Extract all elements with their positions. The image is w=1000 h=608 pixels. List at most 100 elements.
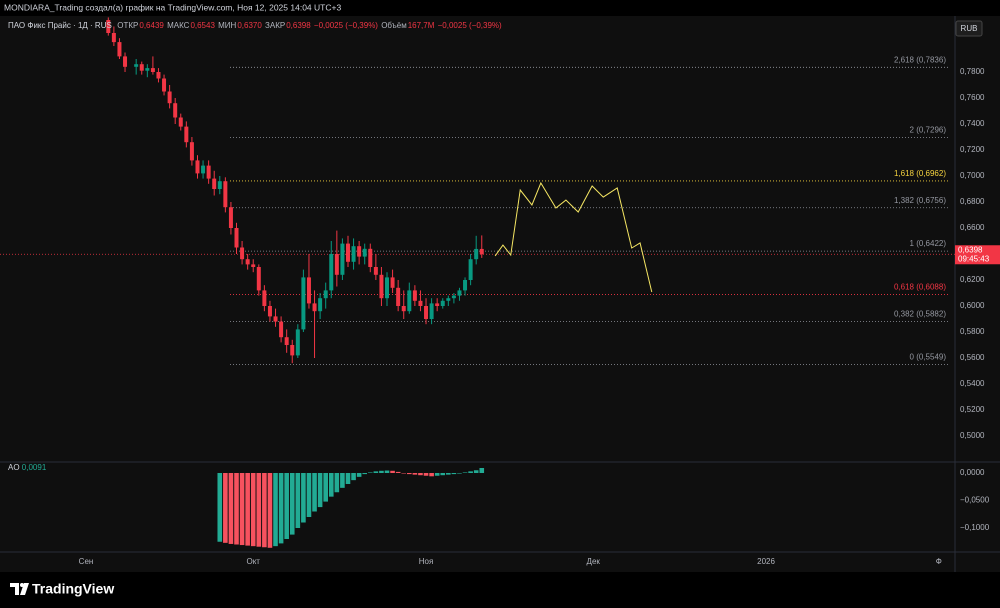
candle-body — [106, 20, 111, 33]
y-tick-label: 0,7200 — [960, 145, 985, 154]
candle-body — [273, 316, 278, 322]
candle-body — [474, 248, 479, 260]
ao-bar — [267, 473, 273, 548]
ao-bar — [278, 473, 284, 544]
attribution: MONDIARA_Trading создал(а) график на Tra… — [4, 2, 341, 12]
logo-dot — [20, 583, 24, 587]
candle-body — [351, 246, 356, 262]
ao-bar — [295, 473, 301, 528]
ao-bar — [473, 470, 479, 473]
fib-label: 0,618 (0,6088) — [894, 283, 946, 292]
ao-bar — [429, 473, 434, 477]
x-tick-label: Окт — [246, 557, 260, 566]
ao-bar — [301, 473, 306, 523]
ao-bar — [479, 467, 485, 473]
legend-name: МАКС — [167, 21, 190, 30]
symbol-title: ПАО Фикс Прайс · 1Д · RUS — [8, 21, 112, 30]
ao-bar — [401, 473, 407, 474]
last-price-box — [955, 245, 1000, 265]
x-tick-label: 2026 — [757, 557, 775, 566]
volume-change: −0,0025 (−0,39%) — [437, 21, 502, 30]
candle-body — [212, 178, 217, 189]
candle-body — [134, 64, 139, 67]
candle-body — [357, 246, 362, 257]
candle-body — [368, 248, 373, 267]
legend-name: ЗАКР — [265, 21, 286, 30]
candle-body — [173, 103, 178, 118]
candle-body — [340, 243, 345, 275]
candle-body — [167, 91, 172, 104]
candle-body — [150, 68, 155, 72]
ao-bar — [340, 473, 345, 488]
x-tick-label: Ноя — [419, 557, 434, 566]
candle-body — [396, 287, 401, 306]
y-tick-label: 0,7400 — [960, 119, 985, 128]
candle-body — [362, 248, 367, 257]
candle-body — [145, 68, 150, 71]
y-tick-label: 0,5200 — [960, 405, 985, 414]
y-tick-label: 0,6800 — [960, 197, 985, 206]
ao-bar — [262, 473, 267, 548]
ao-bar — [462, 472, 468, 473]
fib-label: 2,618 (0,7836) — [894, 55, 946, 64]
y-tick-label: 0,6600 — [960, 223, 985, 232]
ao-bar — [407, 473, 412, 475]
legend: ПАО Фикс Прайс · 1Д · RUS ОТКР0,6439 МАК… — [8, 21, 503, 30]
candle-body — [267, 306, 272, 317]
ao-value: 0,0091 — [21, 463, 47, 472]
legend-value: 0,6398 — [286, 21, 311, 30]
ao-bar — [323, 473, 328, 502]
candle-body — [234, 228, 239, 248]
candle-body — [457, 290, 462, 296]
candle-body — [279, 321, 284, 338]
y-tick-label: 0,7000 — [960, 171, 985, 180]
ao-bar — [217, 473, 223, 542]
logo-text: TradingView — [32, 581, 114, 597]
candle-body — [301, 277, 306, 330]
ao-bar — [334, 473, 340, 493]
volume-name: Объём — [381, 21, 407, 30]
y-tick-label: 0,6000 — [960, 301, 985, 310]
candle-body — [111, 33, 116, 43]
fib-label: 1 (0,6422) — [910, 239, 947, 248]
ao-bar — [362, 473, 368, 475]
ao-bar — [418, 473, 423, 476]
candle-body — [379, 274, 384, 299]
candle-body — [245, 259, 250, 265]
y-tick-label: −0,0500 — [960, 496, 990, 505]
volume-value: 167,7M — [407, 21, 435, 30]
candle-body — [323, 290, 328, 299]
candle-body — [318, 298, 323, 312]
legend-value: 0,6543 — [190, 21, 215, 30]
ao-bar — [351, 473, 356, 481]
ao-bar — [457, 473, 462, 474]
candle-body — [334, 254, 339, 275]
legend-name: ОТКР — [117, 21, 139, 30]
x-tick-label: Сен — [79, 557, 94, 566]
candle-body — [329, 254, 334, 291]
currency-label[interactable]: RUB — [961, 24, 978, 33]
candle-body — [345, 243, 350, 262]
ao-bar — [367, 472, 373, 473]
x-tick-label: Ф — [936, 557, 942, 566]
legend-value: 0,6370 — [237, 21, 262, 30]
ao-bar — [250, 473, 256, 547]
candle-body — [479, 248, 484, 255]
y-tick-label: 0,6200 — [960, 275, 985, 284]
candle-body — [390, 277, 395, 288]
candle-body — [251, 264, 256, 267]
candle-body — [162, 78, 167, 92]
ao-title: AO — [8, 463, 20, 472]
ao-bar — [423, 473, 429, 476]
currency-button[interactable] — [955, 20, 983, 37]
ao-bar — [223, 473, 228, 543]
candle-body — [424, 306, 429, 319]
candle-body — [440, 300, 445, 306]
ao-bar — [446, 473, 451, 475]
ao-bar — [256, 473, 262, 547]
ao-bar — [289, 473, 295, 535]
ao-bar — [239, 473, 245, 546]
candle-body — [284, 337, 289, 345]
fib-label: 2 (0,7296) — [910, 126, 947, 135]
